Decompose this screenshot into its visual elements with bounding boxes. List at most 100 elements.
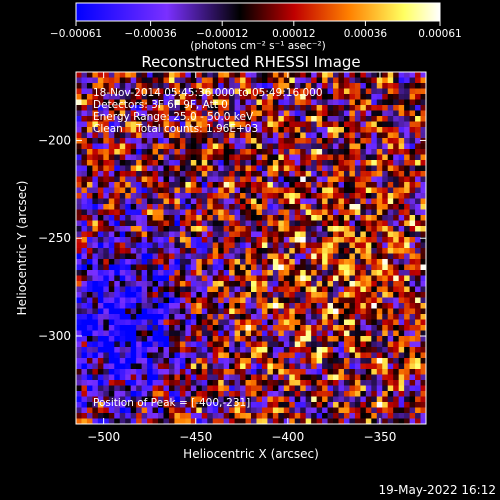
heatmap-cell: [185, 226, 192, 232]
heatmap-cell: [409, 198, 416, 205]
heatmap-cell: [119, 369, 126, 375]
heatmap-cell: [420, 314, 426, 320]
heatmap-cell: [240, 171, 246, 177]
heatmap-cell: [103, 110, 110, 117]
heatmap-cell: [223, 72, 230, 78]
heatmap-cell: [256, 171, 263, 177]
heatmap-cell: [311, 237, 318, 243]
heatmap-cell: [267, 105, 274, 111]
heatmap-cell: [185, 204, 192, 210]
heatmap-cell: [223, 418, 230, 424]
heatmap-cell: [300, 182, 307, 188]
heatmap-cell: [234, 303, 241, 309]
heatmap-cell: [393, 198, 400, 205]
heatmap-cell: [393, 215, 400, 221]
heatmap-cell: [158, 226, 164, 232]
heatmap-cell: [387, 83, 394, 89]
heatmap-cell: [201, 380, 208, 386]
heatmap-cell: [261, 215, 268, 221]
heatmap-cell: [125, 347, 132, 353]
heatmap-cell: [338, 176, 345, 183]
heatmap-cell: [185, 314, 192, 320]
heatmap-cell: [327, 314, 334, 320]
heatmap-cell: [311, 347, 318, 353]
heatmap-cell: [119, 165, 126, 172]
heatmap-cell: [316, 385, 323, 392]
heatmap-cell: [349, 88, 356, 95]
heatmap-cell: [245, 193, 252, 199]
heatmap-cell: [212, 352, 219, 359]
heatmap-cell: [125, 407, 132, 414]
heatmap-cell: [174, 83, 181, 89]
heatmap-cell: [234, 242, 241, 249]
heatmap-cell: [185, 369, 192, 375]
heatmap-cell: [338, 369, 345, 375]
heatmap-cell: [196, 231, 203, 238]
heatmap-cell: [92, 418, 99, 424]
heatmap-cell: [256, 259, 263, 265]
heatmap-cell: [86, 198, 93, 205]
heatmap-cell: [409, 220, 416, 227]
heatmap-cell: [311, 325, 318, 331]
heatmap-cell: [272, 281, 279, 287]
heatmap-cell: [141, 325, 148, 331]
heatmap-cell: [300, 187, 307, 194]
heatmap-cell: [354, 352, 361, 359]
heatmap-cell: [152, 110, 159, 117]
heatmap-cell: [86, 105, 93, 111]
heatmap-cell: [201, 363, 208, 370]
heatmap-cell: [278, 237, 285, 243]
heatmap-cell: [196, 330, 203, 337]
heatmap-cell: [158, 220, 164, 227]
heatmap-cell: [365, 418, 372, 424]
heatmap-cell: [103, 72, 110, 78]
heatmap-cell: [114, 407, 121, 414]
heatmap-cell: [415, 385, 421, 392]
heatmap-cell: [371, 407, 378, 414]
heatmap-cell: [185, 336, 192, 342]
heatmap-cell: [97, 341, 104, 348]
heatmap-cell: [92, 363, 99, 370]
heatmap-cell: [327, 358, 334, 364]
heatmap-cell: [289, 121, 296, 128]
heatmap-cell: [97, 380, 104, 386]
heatmap-cell: [234, 292, 241, 298]
heatmap-cell: [333, 83, 339, 89]
heatmap-cell: [251, 242, 257, 249]
heatmap-cell: [360, 99, 367, 106]
heatmap-cell: [382, 358, 389, 364]
heatmap-cell: [382, 220, 389, 227]
heatmap-cell: [119, 319, 126, 326]
heatmap-cell: [343, 407, 350, 414]
heatmap-cell: [168, 160, 175, 166]
heatmap-cell: [158, 209, 164, 216]
heatmap-cell: [415, 264, 421, 271]
heatmap-cell: [333, 182, 339, 188]
heatmap-cell: [278, 374, 285, 381]
heatmap-cell: [125, 363, 132, 370]
heatmap-cell: [141, 363, 148, 370]
heatmap-cell: [261, 352, 268, 359]
heatmap-cell: [365, 143, 372, 150]
heatmap-cell: [294, 121, 301, 128]
heatmap-cell: [278, 242, 285, 249]
heatmap-cell: [272, 352, 279, 359]
heatmap-cell: [393, 226, 400, 232]
heatmap-cell: [371, 264, 378, 271]
heatmap-cell: [229, 363, 235, 370]
heatmap-cell: [168, 352, 175, 359]
heatmap-cell: [327, 176, 334, 183]
heatmap-cell: [278, 292, 285, 298]
heatmap-cell: [201, 165, 208, 172]
heatmap-cell: [278, 231, 285, 238]
heatmap-cell: [76, 407, 82, 414]
heatmap-cell: [136, 341, 143, 348]
heatmap-cell: [130, 385, 137, 392]
heatmap-cell: [267, 396, 274, 403]
heatmap-cell: [97, 77, 104, 84]
heatmap-cell: [393, 402, 400, 408]
heatmap-cell: [300, 72, 307, 78]
heatmap-cell: [251, 363, 257, 370]
heatmap-cell: [130, 363, 137, 370]
heatmap-cell: [376, 275, 383, 282]
